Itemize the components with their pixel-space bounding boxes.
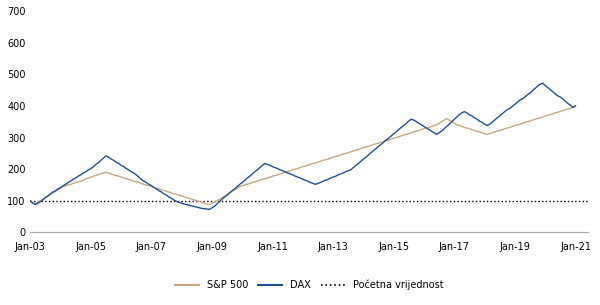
Legend: S&P 500, DAX, Početna vrijednost: S&P 500, DAX, Početna vrijednost xyxy=(171,276,447,294)
